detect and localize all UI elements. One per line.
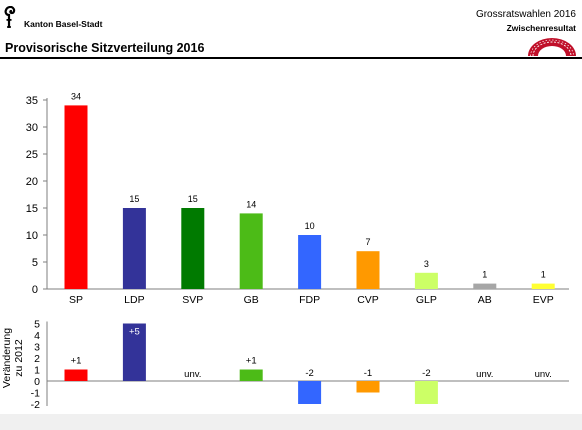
x-tick-label: CVP: [357, 294, 379, 306]
bar-sp: [64, 105, 88, 290]
x-tick-label: LDP: [124, 294, 144, 306]
data-label: 14: [246, 199, 256, 209]
event-title: Grossratswahlen 2016: [475, 9, 576, 20]
data-label: 1: [482, 270, 487, 280]
change-label: +1: [246, 356, 257, 367]
bar-cvp: [356, 251, 380, 289]
y-tick-label-change: 5: [34, 319, 40, 331]
x-tick-label: FDP: [299, 294, 320, 306]
x-tick-label: AB: [478, 294, 492, 306]
page-header: Kanton Basel-Stadt Provisorische Sitzver…: [0, 0, 582, 64]
x-tick-label: SP: [69, 294, 83, 306]
footer-band: [0, 414, 582, 430]
bar-gb: [239, 213, 263, 289]
parliament-seats-icon: [528, 38, 576, 57]
x-tick-label: GB: [244, 294, 259, 306]
data-label: 1: [541, 270, 546, 280]
y-tick-label: 0: [32, 284, 38, 296]
change-bar-gb: [239, 369, 263, 381]
change-label: unv.: [184, 369, 201, 380]
change-bar-glp: [414, 381, 438, 404]
x-tick-label: EVP: [533, 294, 554, 306]
data-label: 15: [129, 194, 139, 204]
bar-fdp: [298, 235, 322, 289]
bar-ldp: [122, 208, 146, 289]
header-divider: [0, 57, 582, 59]
bar-glp: [414, 272, 438, 289]
y-tick-label-change: 0: [34, 376, 40, 388]
change-label: -2: [422, 368, 430, 379]
change-label: +5: [129, 327, 140, 338]
x-tick-label: SVP: [182, 294, 203, 306]
y-tick-label-change: -2: [31, 399, 40, 411]
change-bar-sp: [64, 369, 88, 381]
y-tick-label: 25: [26, 149, 38, 161]
y-tick-label-change: 4: [34, 330, 40, 342]
change-label: -2: [305, 368, 313, 379]
chart-title: Provisorische Sitzverteilung 2016: [5, 41, 205, 55]
change-bar-fdp: [298, 381, 322, 404]
y-tick-label-change: 3: [34, 342, 40, 354]
y-tick-label: 35: [26, 95, 38, 107]
change-bar-cvp: [356, 381, 380, 393]
data-label: 7: [365, 237, 370, 247]
y-tick-label-change: 1: [34, 365, 40, 377]
y-tick-label: 20: [26, 176, 38, 188]
bar-svp: [181, 208, 205, 289]
change-label: unv.: [535, 369, 552, 380]
change-axis-title: Veränderungzu 2012: [1, 328, 25, 388]
y-tick-label-change: -1: [31, 388, 40, 400]
y-tick-label: 5: [32, 257, 38, 269]
event-status: Zwischenresultat: [506, 23, 576, 33]
bar-evp: [531, 283, 555, 289]
basel-crozier-icon: [4, 6, 16, 28]
bar-ab: [473, 283, 497, 289]
change-bar-ldp: [122, 323, 146, 381]
y-tick-label: 10: [26, 230, 38, 242]
data-label: 10: [305, 221, 315, 231]
x-tick-label: GLP: [416, 294, 437, 306]
data-label: 3: [424, 259, 429, 269]
y-tick-label-change: 2: [34, 353, 40, 365]
y-tick-label: 15: [26, 203, 38, 215]
change-label: +1: [71, 356, 82, 367]
data-label: 34: [71, 91, 81, 101]
change-label: -1: [364, 368, 372, 379]
data-label: 15: [188, 194, 198, 204]
change-label: unv.: [476, 369, 493, 380]
y-tick-label: 30: [26, 122, 38, 134]
canton-name: Kanton Basel-Stadt: [24, 19, 103, 29]
